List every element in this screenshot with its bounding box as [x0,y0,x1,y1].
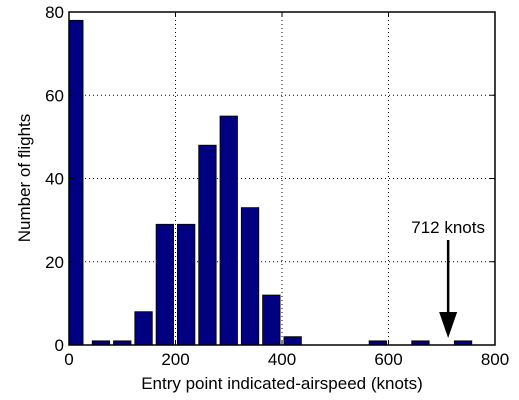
axis-ticks: 0 200 400 600 800 0 20 40 60 80 [45,3,509,369]
bar [240,207,260,346]
bar [219,115,238,346]
bar [198,144,217,346]
bar [68,19,84,346]
annotation-arrow-head [439,312,458,338]
y-tick-label: 40 [45,170,64,189]
x-tick-label: 800 [481,350,509,369]
x-tick-label: 600 [374,350,402,369]
bar-series [68,19,473,346]
y-tick-label: 80 [45,3,64,22]
x-tick-label: 200 [161,350,189,369]
x-tick-label: 0 [64,350,73,369]
annotation: 712 knots [411,218,485,338]
bar [262,294,281,346]
annotation-label: 712 knots [411,218,485,237]
bar [283,336,302,346]
y-tick-label: 60 [45,86,64,105]
bar [155,223,174,346]
y-tick-label: 20 [45,253,64,272]
y-tick-label: 0 [55,336,64,355]
bar [177,223,196,346]
bar [134,311,153,346]
x-axis-title: Entry point indicated-airspeed (knots) [141,374,423,393]
y-axis-title: Number of flights [15,114,34,243]
grid-lines [69,12,495,345]
x-tick-label: 400 [268,350,296,369]
